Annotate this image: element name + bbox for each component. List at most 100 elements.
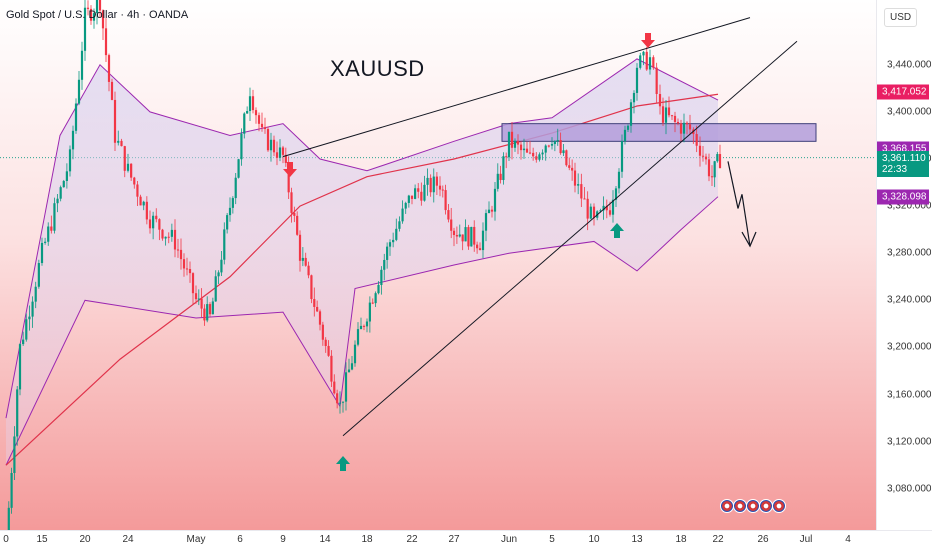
candle-body [580,184,583,199]
candle-body [185,268,189,270]
candle-body [65,171,68,181]
candle-body [56,198,59,204]
candle-body [473,226,476,245]
candle-body [388,242,392,247]
candle-body [438,185,442,190]
candle-body [234,177,237,199]
us-flag-icon[interactable] [733,499,747,513]
us-flag-icon[interactable] [746,499,760,513]
candle-body [266,129,270,151]
candle-body [487,209,491,214]
candle-body [194,293,198,300]
candle-body [350,363,354,370]
candle-body [522,148,526,151]
candle-body [377,284,380,294]
candle-body [251,96,255,111]
candle-body [645,51,648,70]
sell-arrow-icon [641,33,655,48]
candle-body [707,159,711,177]
candle-body [716,154,719,162]
candle-body [577,184,580,186]
candle-body [59,187,62,199]
candle-body [455,235,458,237]
sell-arrow-icon [283,162,297,177]
candle-body [104,28,108,56]
candle-body [556,140,559,142]
channel-band [6,58,718,466]
moving-average-line [5,93,719,466]
candle-body [565,150,568,166]
symbol-header[interactable]: Gold Spot / U.S. Dollar · 4h · OANDA [6,9,189,21]
candle-body [417,188,420,192]
candle-body [507,131,511,158]
price-chart[interactable] [0,0,876,530]
candle-body [499,173,502,181]
candle-body [519,144,523,151]
candle-body [710,176,714,178]
projection-arrowhead [741,231,757,248]
candle-body [89,8,93,21]
candle-body [110,81,114,100]
candle-body [362,325,366,327]
candle-body [50,226,53,231]
candle-body [586,198,589,219]
candle-body [386,246,389,260]
candle-body [347,369,351,373]
candle-body [380,269,383,285]
candle-body [86,7,90,9]
candle-body [243,113,246,134]
time-tick-label: Jul [799,534,813,545]
candle-body [148,219,152,229]
candle-body [287,162,290,193]
candle-body [18,344,22,390]
candle-body [74,103,78,131]
candle-body [688,124,692,130]
time-tick-label: 27 [448,534,460,545]
candle-body [318,311,322,325]
candle-body [13,436,16,474]
candle-body [698,145,702,156]
candle-body [635,67,639,93]
time-axis[interactable]: 0 15 20 24 May 6 9 14 18 22 27 Jun 5 10 13 18 22 26 Jul 4 [0,530,932,550]
price-tick-label: 3,080.000 [887,483,932,495]
price-axis[interactable]: 3,080.000 3,120.000 3,160.000 3,200.000 3,24… [876,0,932,530]
time-tick-label: 0 [3,534,9,545]
candle-body [228,207,232,216]
candle-body [269,139,273,151]
candle-body [670,115,674,117]
candle-body [620,141,624,172]
candle-body [231,198,234,208]
candle-body [179,249,183,260]
candle-body [592,206,596,218]
candle-body [34,286,37,302]
time-tick-label: 9 [280,534,286,545]
candle-body [22,339,25,345]
candle-body [410,195,414,199]
candle-body [395,228,398,240]
candle-body [525,148,529,153]
projection-path [727,161,751,247]
candle-body [333,381,336,394]
candle-body [170,229,173,237]
candle-body [278,147,282,158]
candle-body [145,201,148,220]
candle-body [404,202,407,209]
time-tick-label: 18 [361,534,373,545]
candle-body [240,133,243,160]
candle-body [553,141,556,145]
candle-body [611,199,615,215]
currency-button[interactable]: USD [884,8,918,27]
candle-body [338,402,342,404]
candle-body [605,205,608,211]
us-flag-icon[interactable] [759,499,773,513]
candle-body [423,184,426,201]
us-flag-icon[interactable] [720,499,734,513]
candle-body [188,269,192,274]
us-flag-icon[interactable] [772,499,786,513]
candle-body [573,170,577,186]
candle-body [383,259,386,270]
candle-body [493,188,497,212]
candle-body [275,152,279,158]
candle-body [284,154,287,163]
time-tick-label: 10 [588,534,600,545]
